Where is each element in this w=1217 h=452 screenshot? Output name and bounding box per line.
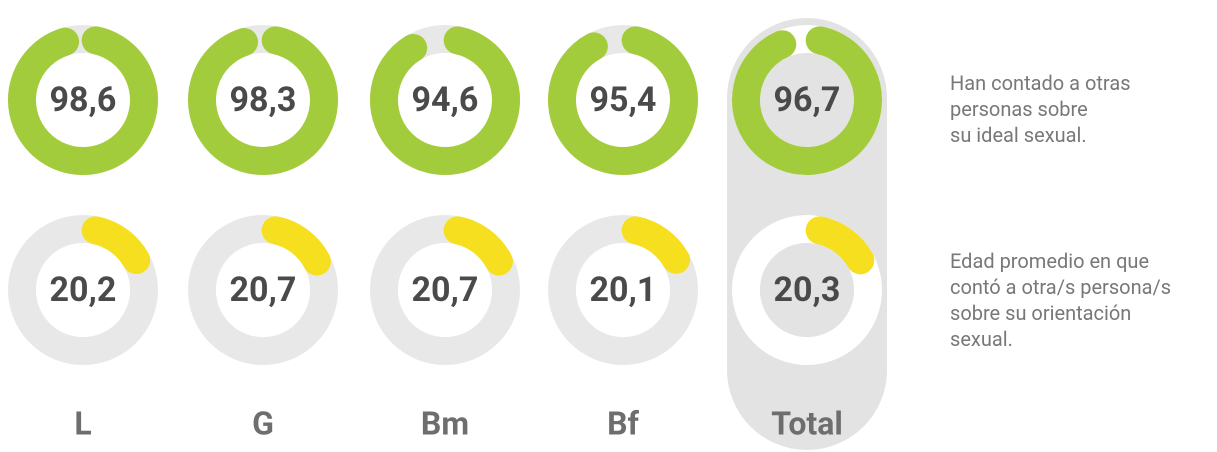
inner <box>576 243 670 337</box>
value-label: 20,2 <box>50 270 117 310</box>
inner <box>760 243 854 337</box>
annotation-line: Edad promedio en que <box>950 249 1149 273</box>
inner <box>576 53 670 147</box>
inner <box>398 53 492 147</box>
annotation-line: personas sobre <box>950 97 1088 121</box>
category-label: Bf <box>607 404 639 442</box>
annotation-line: sobre su orientación <box>950 301 1131 325</box>
inner <box>216 53 310 147</box>
arc <box>732 26 882 175</box>
value-label: 98,3 <box>230 80 297 120</box>
category-label: L <box>74 404 91 442</box>
category-label: Bm <box>421 404 469 442</box>
annotation-line: contó a otra/s persona/s <box>950 275 1171 299</box>
category-label: Total <box>771 404 843 442</box>
arc <box>370 26 520 175</box>
inner <box>760 53 854 147</box>
arc <box>188 26 338 175</box>
arc <box>805 216 875 275</box>
category-label: G <box>252 404 274 442</box>
annotation: Edad promedio en que contó a otra/s perso… <box>950 249 1171 351</box>
value-label: 20,7 <box>412 270 479 310</box>
annotation-line: Han contado a otras <box>950 71 1131 95</box>
value-label: 96,7 <box>774 80 841 120</box>
inner <box>216 243 310 337</box>
annotation-line: sexual. <box>950 327 1013 351</box>
inner <box>398 243 492 337</box>
arc <box>621 216 690 274</box>
arc <box>548 26 698 175</box>
inner <box>36 243 130 337</box>
arc <box>443 216 513 276</box>
value-label: 20,7 <box>230 270 297 310</box>
value-label: 94,6 <box>412 80 479 120</box>
annotation-line: su ideal sexual. <box>950 123 1087 147</box>
value-label: 20,3 <box>774 270 841 310</box>
value-label: 98,6 <box>50 80 117 120</box>
annotation: Han contado a otras personas sobre su idea… <box>950 71 1131 147</box>
inner <box>36 53 130 147</box>
value-label: 95,4 <box>590 80 657 120</box>
arc <box>81 216 151 275</box>
arc <box>261 216 331 276</box>
arc <box>8 26 158 175</box>
value-label: 20,1 <box>590 270 657 310</box>
